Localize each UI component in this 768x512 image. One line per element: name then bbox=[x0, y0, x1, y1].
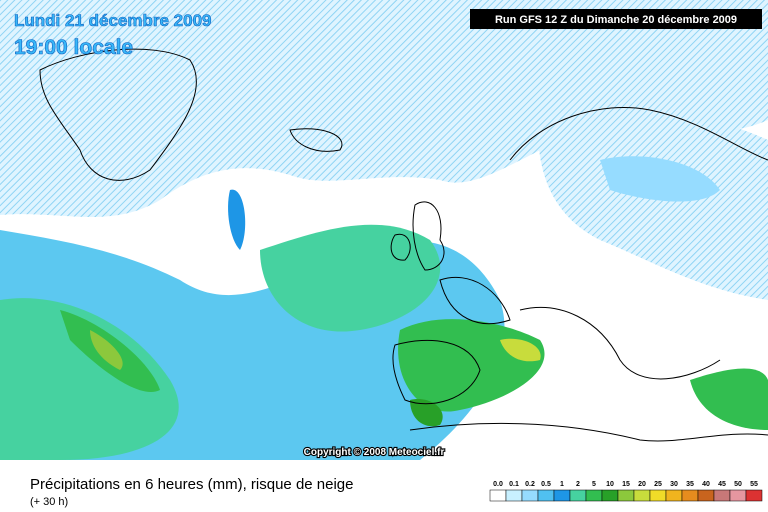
legend-label: 2 bbox=[576, 481, 580, 488]
legend-label: 1 bbox=[560, 481, 564, 488]
legend-swatch bbox=[617, 489, 635, 502]
legend-label: 20 bbox=[638, 481, 646, 488]
legend-label: 55 bbox=[750, 481, 758, 488]
coastlines bbox=[39, 48, 768, 442]
legend-label: 0.5 bbox=[541, 481, 551, 488]
legend-label: 5 bbox=[592, 481, 596, 488]
footer-title: Précipitations en 6 heures (mm), risque … bbox=[30, 476, 354, 493]
legend-label: 0.1 bbox=[509, 481, 519, 488]
legend-label: 10 bbox=[606, 481, 614, 488]
legend-swatch bbox=[489, 489, 507, 502]
legend-swatch bbox=[713, 489, 731, 502]
legend-swatch bbox=[569, 489, 587, 502]
run-label: Run GFS 12 Z du Dimanche 20 décembre 200… bbox=[495, 14, 737, 26]
legend-swatch bbox=[633, 489, 651, 502]
legend-swatch bbox=[585, 489, 603, 502]
run-box bbox=[470, 9, 762, 29]
legend-label: 25 bbox=[654, 481, 662, 488]
legend-swatch bbox=[505, 489, 523, 502]
footer-lead: (+ 30 h) bbox=[30, 496, 68, 508]
legend: 0.0 0.1 0.2 0.5 1 2 5 10 15 20 25 30 35 40 45 50 55 bbox=[489, 481, 763, 502]
legend-label: 0.0 bbox=[493, 481, 503, 488]
legend-swatch bbox=[745, 489, 763, 502]
legend-swatch bbox=[681, 489, 699, 502]
legend-label: 0.2 bbox=[525, 481, 535, 488]
legend-label: 30 bbox=[670, 481, 678, 488]
legend-label: 35 bbox=[686, 481, 694, 488]
legend-swatch bbox=[729, 489, 747, 502]
legend-swatch bbox=[601, 489, 619, 502]
legend-label: 50 bbox=[734, 481, 742, 488]
time-label: 19:00 locale bbox=[14, 36, 133, 59]
legend-swatch bbox=[665, 489, 683, 502]
legend-label: 40 bbox=[702, 481, 710, 488]
map-area bbox=[0, 0, 768, 460]
legend-label: 45 bbox=[718, 481, 726, 488]
legend-swatch bbox=[537, 489, 555, 502]
legend-label: 15 bbox=[622, 481, 630, 488]
date-label: Lundi 21 décembre 2009 bbox=[14, 11, 211, 30]
legend-swatch bbox=[697, 489, 715, 502]
legend-swatch bbox=[521, 489, 539, 502]
copyright: Copyright © 2008 Meteociel.fr bbox=[304, 447, 445, 458]
legend-swatch bbox=[553, 489, 571, 502]
legend-swatch bbox=[649, 489, 667, 502]
